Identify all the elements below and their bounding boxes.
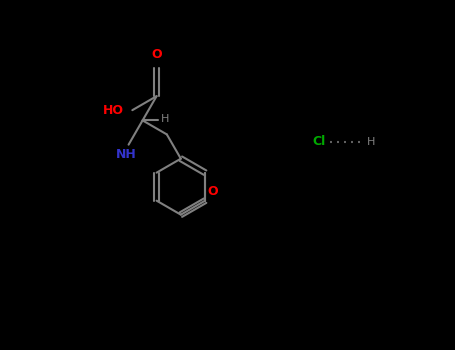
Text: Cl: Cl [312, 135, 325, 148]
Text: O: O [207, 184, 217, 197]
Text: HO: HO [103, 104, 124, 117]
Text: H: H [161, 114, 169, 124]
Text: O: O [151, 48, 162, 61]
Text: H: H [367, 137, 375, 147]
Text: NH: NH [116, 148, 137, 161]
